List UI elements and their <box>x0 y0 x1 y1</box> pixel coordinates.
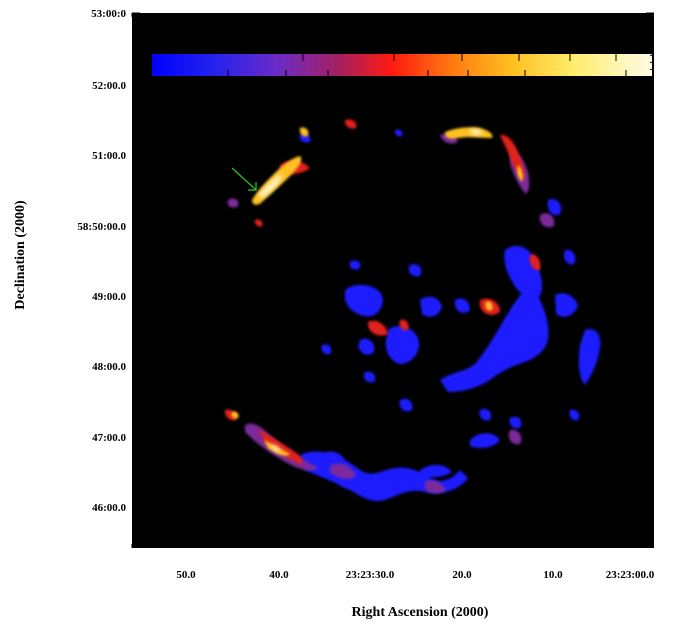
colorbar-top-value: 15 <box>297 35 310 50</box>
x-tick-label: 23:23:30.0 <box>346 569 395 581</box>
x-tick-label: 50.0 <box>176 569 196 581</box>
y-tick-label: 46:00.0 <box>92 502 126 514</box>
colorbar-bottom-value: 5 <box>425 82 432 97</box>
y-tick-label: 52:00.0 <box>92 80 126 92</box>
x-tick-label: 23:23:00.0 <box>606 569 655 581</box>
y-tick-label: 49:00.0 <box>92 291 126 303</box>
colorbar-bottom-value: 4 <box>465 82 472 97</box>
y-tick-label: 53:00:0 <box>91 8 126 20</box>
colorbar-top-symbol: ν <box>146 32 152 47</box>
green-arrow <box>231 167 257 191</box>
colorbar-bottom-symbol: K/K <box>145 82 168 97</box>
colorbar-top-value: 90 <box>610 35 623 50</box>
colorbar-bottom-value: 10 <box>322 82 335 97</box>
colorbar-top-unit-prefix: (10 <box>180 32 197 47</box>
colorbar-top-value: 75 <box>564 35 577 50</box>
y-axis-title: Declination (2000) <box>13 200 28 310</box>
x-tick-label: 20.0 <box>452 569 472 581</box>
y-tick-label: 47:00.0 <box>92 432 126 444</box>
colorbar-bottom-value: 15 <box>280 82 293 97</box>
colorbar-top-value: 60 <box>513 35 526 50</box>
colorbar-top-value: 30 <box>388 35 401 50</box>
colorbar <box>152 54 652 76</box>
colorbar-bottom-value: 30 <box>222 82 235 97</box>
colorbar-top-subscript: c <box>156 37 162 52</box>
frame-ticks <box>131 12 654 548</box>
sky-image <box>132 13 654 548</box>
colorbar-top-unit-exp: 16 <box>198 25 212 40</box>
colorbar-bottom-value: 3 <box>522 82 529 97</box>
x-axis-title: Right Ascension (2000) <box>352 605 489 620</box>
colorbar-bottom-subscript: B <box>176 89 185 104</box>
colorbar-top-ticks <box>302 54 617 61</box>
x-tick-label: 40.0 <box>269 569 289 581</box>
x-tick-label: 10.0 <box>543 569 563 581</box>
colorbar-bottom-ticks <box>227 70 627 76</box>
colorbar-bottom-value: 2 <box>623 82 630 97</box>
emission-white <box>258 129 482 452</box>
colorbar-top-unit-suffix: Hz) <box>208 32 228 47</box>
y-tick-label: 58:50:00.0 <box>77 221 126 233</box>
y-tick-label: 48:00.0 <box>92 361 126 373</box>
y-tick-label: 51:00.0 <box>92 150 126 162</box>
colorbar-top-value: 45 <box>456 35 469 50</box>
